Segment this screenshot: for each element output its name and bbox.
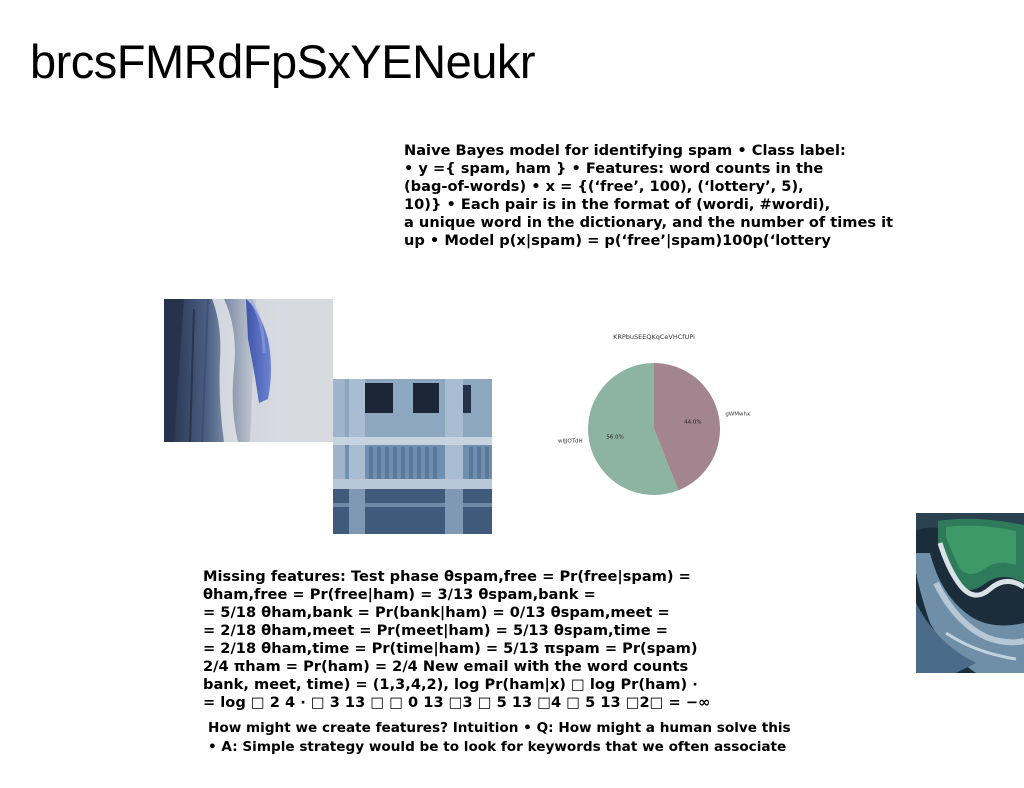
- slice-label: gWMwhx: [725, 411, 751, 417]
- text-line: How might we create features? Intuition …: [208, 720, 791, 736]
- top-text-block: Naive Bayes model for identifying spam •…: [404, 142, 893, 250]
- text-line: 10)} • Each pair is in the format of (wo…: [404, 196, 831, 213]
- chart-title: KRPbuSEEQKqCeVHCfUPi: [613, 333, 695, 341]
- text-line: • A: Simple strategy would be to look fo…: [208, 738, 787, 755]
- middle-text-block: Missing features: Test phase θspam,free …: [203, 568, 710, 712]
- bottom-text-block: How might we create features? Intuition …: [208, 719, 791, 756]
- text-line: Missing features: Test phase θspam,free …: [203, 568, 691, 585]
- pie-slice: [588, 363, 679, 495]
- text-line: Naive Bayes model for identifying spam •…: [404, 142, 846, 159]
- slice-label: wIJJOTdH: [558, 439, 583, 445]
- text-line: up • Model p(x|spam) = p(‘free’|spam)100…: [404, 232, 831, 249]
- photo-draped-figure: [164, 299, 333, 442]
- text-line: = 5/18 θham,bank = Pr(bank|ham) = 0/13 θ…: [203, 604, 670, 621]
- text-line: 2/4 πham = Pr(ham) = 2/4 New email with …: [203, 658, 689, 675]
- slice-percent-label: 44.0%: [684, 420, 701, 426]
- text-line: = 2/18 θham,meet = Pr(meet|ham) = 5/13 θ…: [203, 622, 668, 639]
- text-line: a unique word in the dictionary, and the…: [404, 214, 894, 231]
- text-line: = 2/18 θham,time = Pr(time|ham) = 5/13 π…: [203, 640, 698, 657]
- photo-aerial-coast: [916, 513, 1024, 673]
- page-title: brcsFMRdFpSxYENeukr: [30, 35, 536, 88]
- text-line: • y ={ spam, ham } • Features: word coun…: [404, 160, 824, 177]
- pie-chart: KRPbuSEEQKqCeVHCfUPi gWMwhx 44.0% wIJJOTdH…: [558, 333, 751, 495]
- pie-slice: [654, 363, 721, 491]
- slice-percent-label: 56.0%: [606, 434, 623, 440]
- text-line: bank, meet, time) = (1,3,4,2), log Pr(ha…: [203, 676, 698, 693]
- text-line: θham,free = Pr(free|ham) = 3/13 θspam,ba…: [203, 586, 596, 603]
- photo-building-facade: [333, 379, 492, 534]
- text-line: (bag-of-words) • x = {(‘free’, 100), (‘l…: [404, 178, 804, 195]
- text-line: = log □ 2 4 · □ 3 13 □ □ 0 13 □3 □ 5 13 …: [203, 694, 711, 711]
